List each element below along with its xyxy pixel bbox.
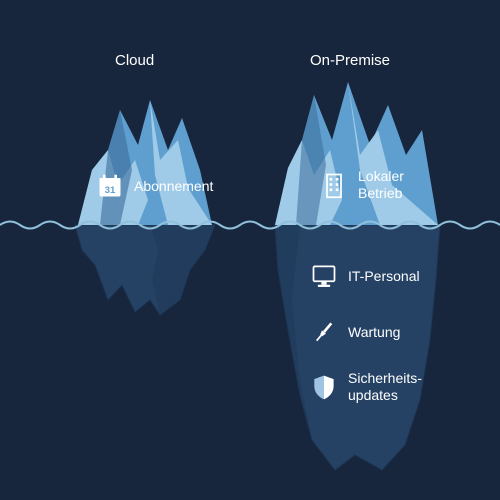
background-svg	[0, 0, 500, 500]
item-it-personal: IT-Personal	[310, 262, 420, 290]
item-sicherheitsupdates: Sicherheits- updates	[310, 370, 422, 404]
item-label: Abonnement	[134, 178, 213, 195]
shield-icon	[310, 373, 338, 401]
item-label: IT-Personal	[348, 268, 420, 285]
item-label: Lokaler Betrieb	[358, 168, 404, 202]
header-cloud: Cloud	[115, 52, 154, 69]
item-label: Sicherheits- updates	[348, 370, 422, 404]
iceberg-infographic: Cloud On-Premise 31 Abonnement Lokaler B…	[0, 0, 500, 500]
item-wartung: Wartung	[310, 318, 400, 346]
header-onpremise: On-Premise	[310, 52, 390, 69]
item-label: Wartung	[348, 324, 400, 341]
calendar-icon: 31	[96, 172, 124, 200]
screwdriver-icon	[310, 318, 338, 346]
item-lokaler-betrieb: Lokaler Betrieb	[320, 168, 404, 202]
monitor-icon	[310, 262, 338, 290]
svg-text:31: 31	[105, 185, 116, 196]
item-abonnement: 31 Abonnement	[96, 172, 213, 200]
building-icon	[320, 171, 348, 199]
